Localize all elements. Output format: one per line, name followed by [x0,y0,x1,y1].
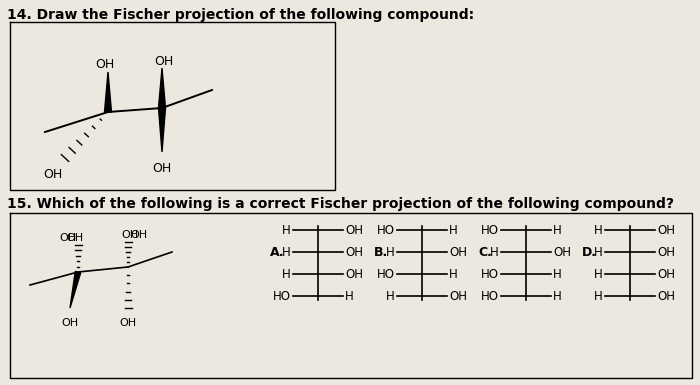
Text: OH: OH [130,230,147,240]
Text: H: H [449,224,458,236]
Text: H: H [386,290,395,303]
Text: OH: OH [345,268,363,281]
Text: OH: OH [657,290,675,303]
Text: H: H [282,224,291,236]
Text: OH: OH [153,162,172,175]
Text: OH: OH [66,233,83,243]
Text: OH: OH [43,168,62,181]
Text: OH: OH [449,246,467,258]
Text: HO: HO [377,224,395,236]
Text: H: H [449,268,458,281]
Text: H: H [386,246,395,258]
Text: 14. Draw the Fischer projection of the following compound:: 14. Draw the Fischer projection of the f… [7,8,474,22]
Text: HO: HO [273,290,291,303]
Text: OH: OH [345,224,363,236]
Text: H: H [553,224,561,236]
Text: H: H [594,290,603,303]
Text: HO: HO [481,268,499,281]
Text: OH: OH [120,318,136,328]
Text: H: H [345,290,354,303]
Text: OH: OH [449,290,467,303]
Text: OH: OH [657,246,675,258]
Text: OH: OH [59,233,76,243]
Text: H: H [594,224,603,236]
Text: HO: HO [481,290,499,303]
Polygon shape [158,68,165,108]
Text: HO: HO [377,268,395,281]
Text: OH: OH [121,230,139,240]
Text: H: H [553,268,561,281]
Polygon shape [104,72,111,112]
Text: H: H [594,246,603,258]
Text: H: H [553,290,561,303]
Text: H: H [282,246,291,258]
Polygon shape [70,271,80,308]
Text: OH: OH [553,246,571,258]
Text: OH: OH [155,55,174,68]
Text: D.: D. [582,246,597,258]
Text: H: H [282,268,291,281]
Text: B.: B. [374,246,388,258]
Text: OH: OH [62,318,78,328]
Text: A.: A. [270,246,285,258]
Text: HO: HO [481,224,499,236]
Text: 15. Which of the following is a correct Fischer projection of the following comp: 15. Which of the following is a correct … [7,197,674,211]
Text: OH: OH [657,224,675,236]
Text: OH: OH [95,58,115,71]
Text: OH: OH [345,246,363,258]
Polygon shape [158,108,165,152]
Text: C.: C. [478,246,492,258]
Text: H: H [490,246,499,258]
Text: OH: OH [657,268,675,281]
Text: H: H [594,268,603,281]
